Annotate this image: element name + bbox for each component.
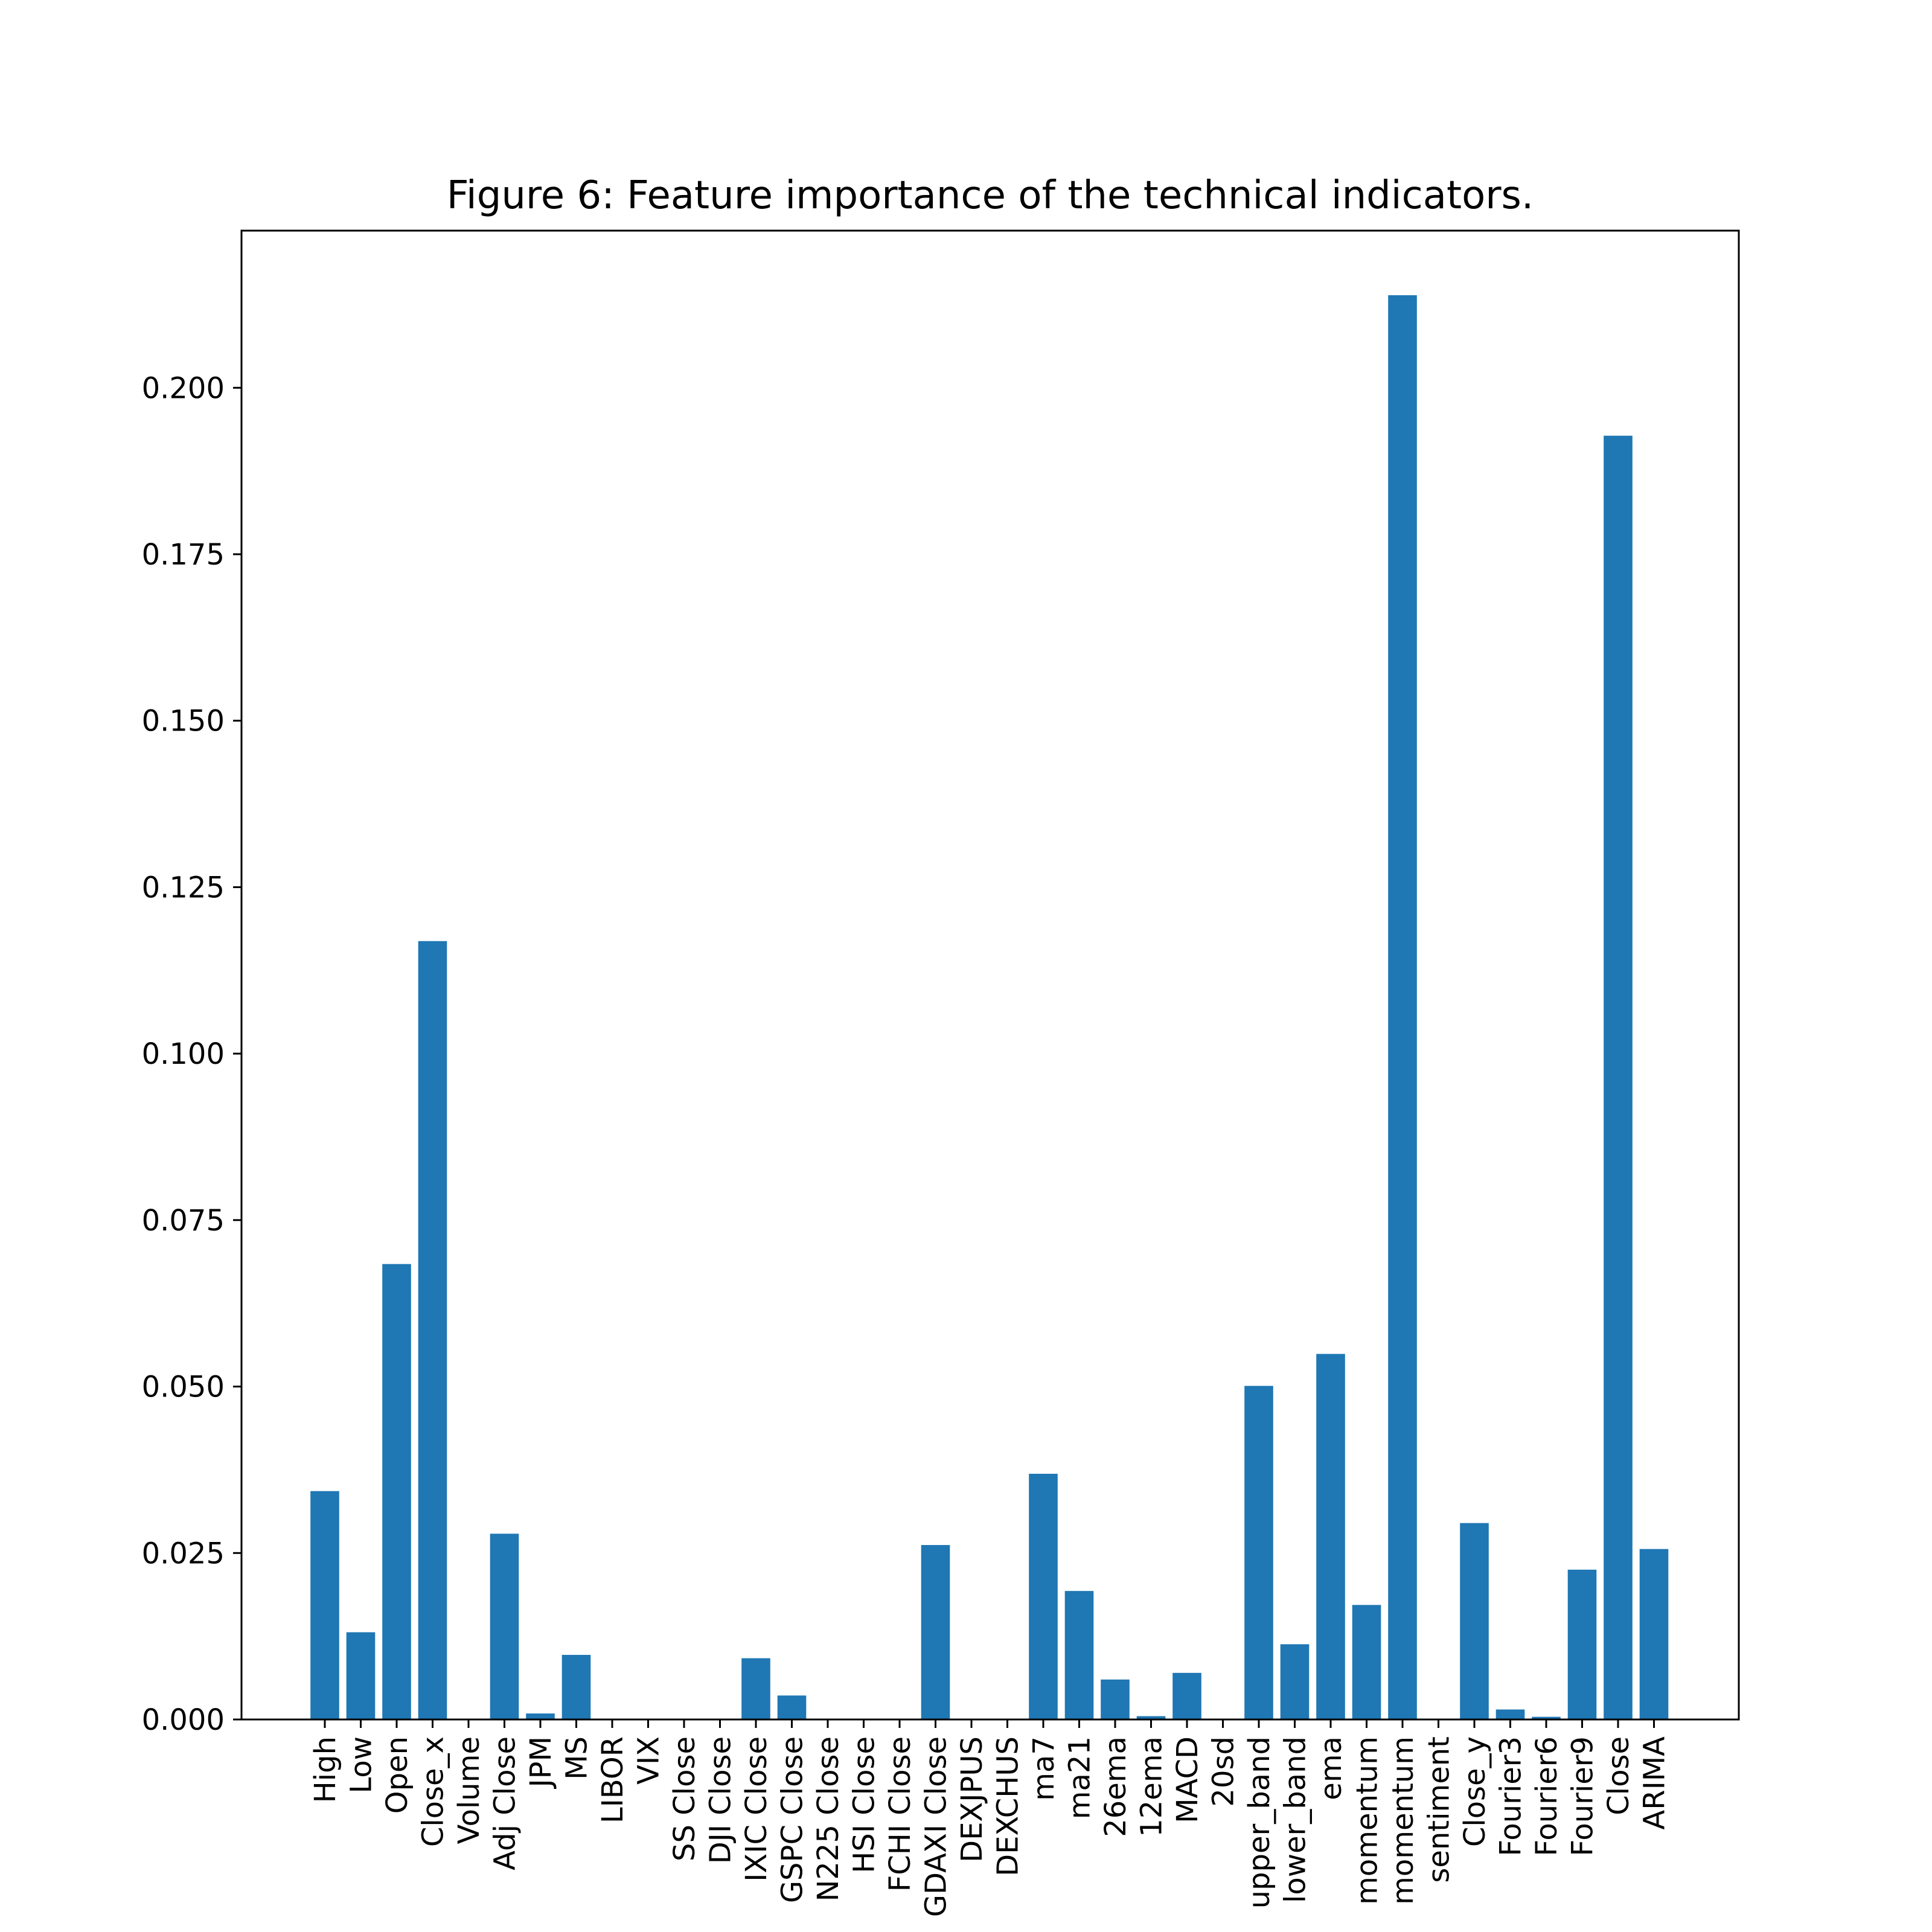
bars-group xyxy=(310,295,1669,1720)
bar xyxy=(382,1264,411,1719)
x-tick-label: momentum xyxy=(1386,1736,1420,1905)
bar xyxy=(1532,1716,1561,1719)
y-tick-label: 0.200 xyxy=(142,371,225,405)
x-tick-label: Low xyxy=(345,1736,379,1794)
x-tick-label: Open xyxy=(380,1736,414,1814)
bar xyxy=(490,1534,519,1719)
bar xyxy=(1280,1644,1310,1719)
x-tick-label: MACD xyxy=(1171,1736,1204,1823)
y-tick-label: 0.100 xyxy=(142,1037,225,1071)
x-tick-label: DEXCHUS xyxy=(991,1736,1025,1876)
x-tick-label: Close_y xyxy=(1458,1736,1492,1847)
x-tick-label: ma21 xyxy=(1063,1736,1097,1819)
x-tick-label: upper_band xyxy=(1243,1736,1276,1908)
bar xyxy=(346,1632,376,1719)
x-tick-label: High xyxy=(309,1736,342,1803)
x-tick-label: GSPC Close xyxy=(776,1736,810,1903)
x-tick-label: LIBOR xyxy=(596,1736,630,1823)
y-tick-label: 0.000 xyxy=(142,1703,225,1737)
x-tick-label: SS Close xyxy=(668,1736,702,1861)
x-tick-label: N225 Close xyxy=(811,1736,845,1902)
bar xyxy=(1244,1386,1273,1719)
bar xyxy=(1639,1549,1669,1719)
x-tick-label: Fourier3 xyxy=(1494,1736,1528,1857)
x-tick-label: lower_band xyxy=(1279,1736,1313,1903)
bar xyxy=(1388,295,1417,1720)
x-tick-label: momentum xyxy=(1351,1736,1384,1905)
y-tick-label: 0.075 xyxy=(142,1204,225,1238)
bar xyxy=(921,1545,950,1719)
bar xyxy=(1172,1672,1201,1719)
bar xyxy=(1101,1679,1130,1719)
bar xyxy=(1352,1605,1381,1719)
x-axis: High Low Open Close_x Volume Adj Close JPM MS LI… xyxy=(309,1719,1672,1917)
x-tick-label: IXIC Close xyxy=(740,1736,773,1882)
chart-title: Figure 6: Feature importance of the tech… xyxy=(447,173,1534,218)
x-tick-label: ARIMA xyxy=(1638,1736,1672,1830)
x-tick-label: Close xyxy=(1602,1736,1636,1815)
bar xyxy=(1029,1474,1058,1719)
x-tick-label: Adj Close xyxy=(488,1736,522,1870)
bar xyxy=(777,1695,807,1719)
bar xyxy=(1567,1569,1597,1719)
x-tick-label: VIX xyxy=(632,1736,666,1785)
x-tick-label: 26ema xyxy=(1099,1736,1133,1837)
bar xyxy=(741,1658,770,1719)
bar xyxy=(1064,1591,1094,1719)
y-tick-label: 0.025 xyxy=(142,1537,225,1570)
x-tick-label: 20sd xyxy=(1207,1736,1241,1807)
x-tick-label: Fourier6 xyxy=(1530,1736,1564,1857)
x-tick-label: Close_x xyxy=(417,1736,450,1847)
y-tick-label: 0.050 xyxy=(142,1371,225,1404)
x-tick-label: DEXJPUS xyxy=(955,1736,989,1863)
x-tick-label: Volume xyxy=(452,1736,486,1844)
bar xyxy=(526,1713,555,1719)
bar xyxy=(1136,1716,1166,1719)
bar xyxy=(561,1655,591,1719)
y-tick-label: 0.125 xyxy=(142,871,225,904)
x-tick-label: sentiment xyxy=(1422,1736,1456,1883)
x-tick-label: FCHI Close xyxy=(883,1736,917,1892)
y-tick-label: 0.175 xyxy=(142,538,225,572)
bar xyxy=(418,941,447,1719)
x-tick-label: DJI Close xyxy=(704,1736,738,1864)
x-tick-label: ema xyxy=(1314,1736,1348,1800)
plot-frame xyxy=(240,229,1740,1721)
x-tick-label: JPM xyxy=(524,1736,558,1790)
x-tick-label: Fourier9 xyxy=(1566,1736,1600,1857)
bar xyxy=(1495,1709,1525,1719)
bar xyxy=(1604,435,1633,1720)
bar xyxy=(1460,1523,1489,1719)
x-tick-label: GDAXI Close xyxy=(920,1736,953,1917)
x-tick-label: HSI Close xyxy=(848,1736,881,1873)
x-tick-label: 12ema xyxy=(1135,1736,1169,1837)
x-tick-label: ma7 xyxy=(1027,1736,1061,1801)
y-tick-label: 0.150 xyxy=(142,705,225,738)
bar xyxy=(310,1491,339,1719)
x-tick-label: MS xyxy=(560,1736,594,1780)
bar xyxy=(1316,1354,1345,1719)
y-axis: 0.000 0.025 0.050 0.075 0.100 0.125 0.150 0.175… xyxy=(142,371,242,1737)
